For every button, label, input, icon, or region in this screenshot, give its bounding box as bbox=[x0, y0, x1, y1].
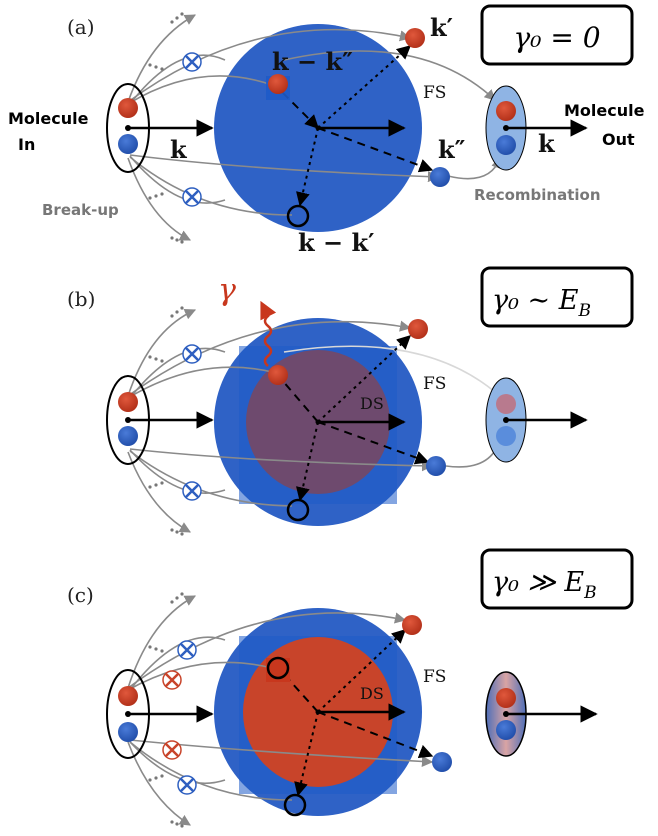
gamma-box-a-text: γ₀ = 0 bbox=[513, 21, 600, 54]
panel-b: (b) γ₀ ∼ EB FS DS bbox=[67, 266, 634, 536]
dots-b bbox=[148, 306, 184, 536]
molecule-in-label-1: Molecule bbox=[8, 109, 89, 128]
fs-label-b: FS bbox=[423, 374, 446, 394]
hole-circle bbox=[283, 793, 307, 817]
red-particle bbox=[268, 365, 288, 385]
blocked-icon bbox=[177, 775, 197, 795]
panel-a: (a) γ₀ = 0 FS bbox=[8, 4, 645, 257]
dots-c bbox=[148, 592, 184, 828]
gamma-box-b-text: γ₀ ∼ EB bbox=[492, 285, 591, 321]
red-particle bbox=[408, 319, 428, 339]
red-particle bbox=[118, 98, 138, 118]
hole-circle bbox=[266, 656, 290, 680]
recombination-label: Recombination bbox=[474, 186, 601, 204]
fs-label-a: FS bbox=[423, 83, 446, 103]
k-minus-kdprime-label: k − k″ bbox=[272, 47, 353, 76]
blocked-icon bbox=[182, 344, 202, 364]
vectors-b bbox=[281, 335, 430, 502]
red-particle bbox=[118, 392, 138, 412]
blocked-icon bbox=[182, 187, 202, 207]
faded-arrow-b bbox=[283, 345, 496, 393]
blue-particle bbox=[426, 456, 446, 476]
blocked-markers-c bbox=[162, 640, 197, 795]
gamma-box-a bbox=[480, 4, 634, 66]
red-particle bbox=[268, 74, 288, 94]
blue-particle bbox=[118, 134, 138, 154]
gamma-box-c-text: γ₀ ≫ EB bbox=[492, 567, 597, 603]
ds-label-c: DS bbox=[360, 684, 384, 703]
breakup-arrows-a bbox=[127, 14, 502, 241]
blocked-icon bbox=[162, 740, 182, 760]
blue-particle bbox=[496, 135, 516, 155]
gamma-box-b bbox=[480, 266, 634, 328]
blue-particle bbox=[118, 722, 138, 742]
molecule-in-label-2: In bbox=[18, 135, 35, 154]
molecule-out-label-2: Out bbox=[602, 130, 635, 149]
panel-c-label: (c) bbox=[67, 583, 94, 607]
fs-label-c: FS bbox=[423, 667, 446, 687]
dots-a bbox=[148, 12, 184, 244]
blocked-icon bbox=[182, 52, 202, 72]
k-out-label: k bbox=[538, 129, 556, 158]
k-prime-label: k′ bbox=[430, 13, 453, 42]
red-particle bbox=[405, 28, 425, 48]
red-particle bbox=[496, 688, 516, 708]
k-in-label: k bbox=[170, 135, 188, 164]
hole-circle bbox=[286, 204, 310, 228]
red-particle bbox=[402, 615, 422, 635]
panel-b-label: (b) bbox=[67, 287, 95, 311]
molecule-out-label-1: Molecule bbox=[564, 101, 645, 120]
blocked-icon bbox=[177, 640, 197, 660]
photon-label: γ bbox=[218, 273, 236, 308]
break-up-label: Break-up bbox=[42, 201, 119, 219]
ds-label-b: DS bbox=[360, 394, 384, 413]
faded-red-particle bbox=[496, 394, 516, 414]
blue-particle bbox=[118, 426, 138, 446]
gamma-box-c bbox=[480, 548, 634, 610]
blocked-icon bbox=[182, 481, 202, 501]
panel-c: (c) γ₀ ≫ EB FS DS bbox=[67, 548, 634, 828]
photon-wave bbox=[260, 300, 277, 367]
blocked-markers-b bbox=[182, 344, 202, 501]
faded-blue-particle bbox=[496, 426, 516, 446]
blocked-icon bbox=[162, 670, 182, 690]
red-particle bbox=[496, 101, 516, 121]
k-minus-kprime-label: k − k′ bbox=[298, 228, 374, 257]
panel-a-label: (a) bbox=[67, 15, 95, 39]
blue-particle bbox=[432, 752, 452, 772]
blue-particle bbox=[430, 167, 450, 187]
k-dprime-label: k″ bbox=[438, 135, 466, 164]
red-particle bbox=[118, 686, 138, 706]
blue-particle bbox=[496, 720, 516, 740]
blocked-markers-a bbox=[182, 52, 202, 207]
hole-circle bbox=[286, 498, 310, 522]
